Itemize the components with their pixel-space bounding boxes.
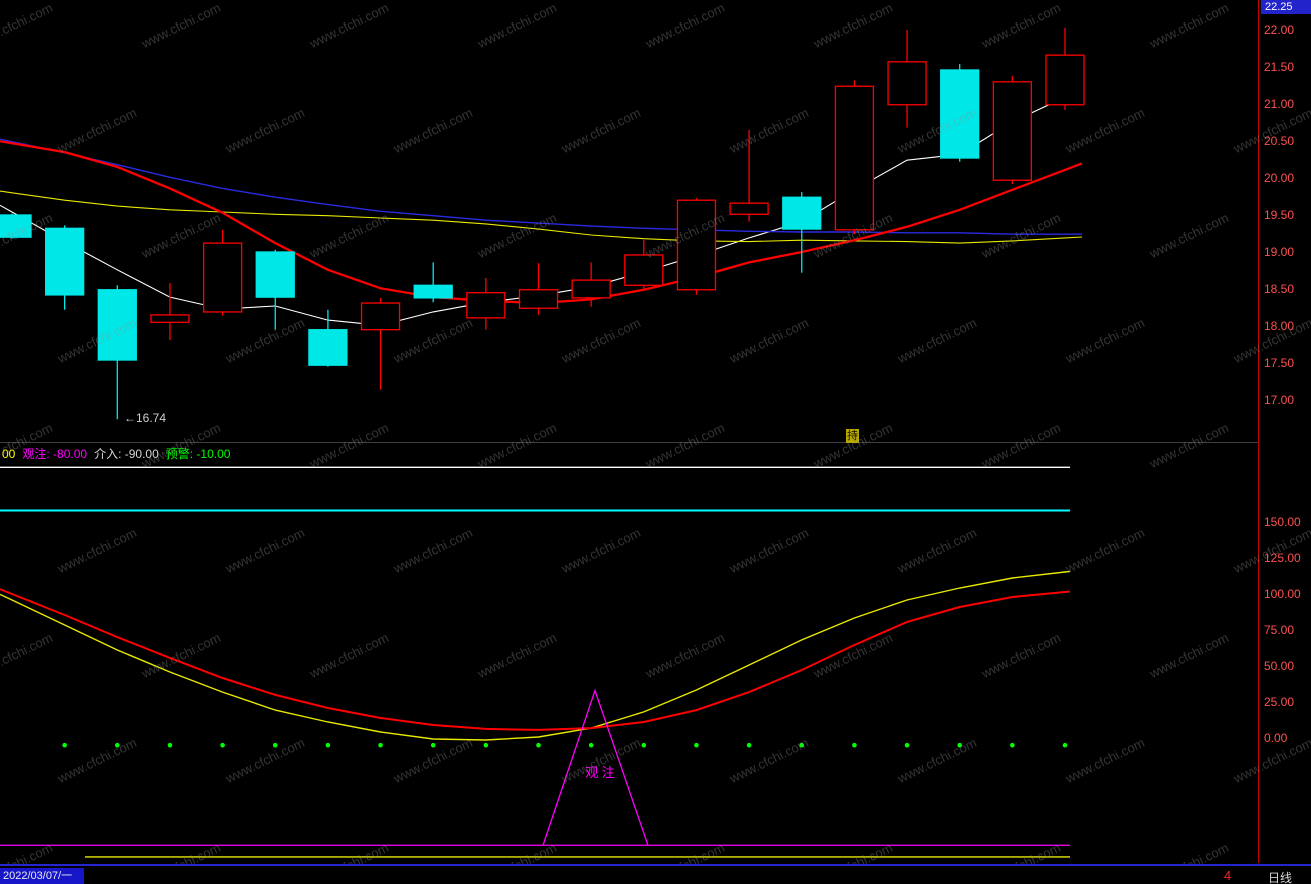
indicator-tick: 50.00	[1264, 659, 1295, 673]
candle-body	[97, 289, 137, 361]
signal-dot	[272, 742, 278, 748]
candle-body	[729, 202, 769, 215]
signal-dot	[1062, 742, 1068, 748]
candle-body	[992, 81, 1032, 181]
signal-spike	[542, 688, 649, 846]
candle-body	[413, 284, 453, 299]
signal-dot	[904, 742, 910, 748]
axis-border-line	[1258, 0, 1259, 863]
date-label: 2022/03/07/一	[0, 868, 84, 884]
candle-body	[202, 242, 243, 313]
indicator-tick: 75.00	[1264, 623, 1295, 637]
price-tick: 17.50	[1264, 356, 1295, 370]
price-tick: 19.50	[1264, 208, 1295, 222]
params-item-2: 预警: -10.00	[165, 447, 231, 461]
indicator-tick: 150.00	[1264, 515, 1301, 529]
price-tick: 21.50	[1264, 60, 1295, 74]
indicator-tick: 125.00	[1264, 551, 1301, 565]
params-item-1: 介入: -90.00	[94, 447, 159, 461]
status-bar: 2022/03/07/一 4 日线	[0, 864, 1311, 884]
indicator-line-red	[0, 588, 1071, 731]
signal-dot	[588, 742, 594, 748]
price-tick: 19.00	[1264, 245, 1295, 259]
signal-dot	[430, 742, 436, 748]
price-tick: 20.00	[1264, 171, 1295, 185]
candle-body	[360, 302, 401, 331]
candle-body	[782, 196, 822, 230]
candle-body	[676, 199, 717, 291]
signal-dot	[641, 742, 647, 748]
price-tick: 18.50	[1264, 282, 1295, 296]
indicator-tick: 25.00	[1264, 695, 1295, 709]
panel-divider	[0, 442, 1258, 443]
signal-dot	[62, 742, 67, 748]
signal-dot	[746, 742, 752, 748]
price-tick: 22.00	[1264, 23, 1295, 37]
signal-marker: 持	[846, 429, 859, 443]
price-tick: 21.00	[1264, 97, 1295, 111]
candle-body	[150, 314, 190, 323]
count-label: 4	[1224, 868, 1232, 883]
params-item-0: 观注: -80.00	[22, 447, 88, 461]
indicator-line-yellow	[0, 570, 1071, 741]
signal-label: 观 注	[585, 765, 615, 780]
last-price-badge: 22.25	[1261, 0, 1311, 14]
candle-body	[1045, 54, 1085, 106]
ma-line-red	[0, 140, 1083, 305]
low-price-annotation: ←16.74	[124, 411, 167, 425]
signal-dot	[1010, 742, 1015, 748]
signal-dot	[536, 742, 541, 748]
ma-line-blue	[0, 138, 1082, 235]
signal-dot	[378, 742, 383, 748]
signal-dot	[483, 742, 489, 748]
signal-dot	[799, 742, 805, 748]
candle-body	[45, 227, 85, 296]
period-selector[interactable]: 日线	[1268, 871, 1293, 884]
ma-line-yellow	[0, 190, 1083, 244]
candle-body	[466, 292, 506, 319]
price-tick: 17.00	[1264, 393, 1295, 407]
signal-dot	[694, 742, 699, 748]
candle-body	[571, 279, 611, 299]
price-tick: 18.00	[1264, 319, 1295, 333]
signal-dot	[115, 742, 120, 748]
indicator-tick: 0.00	[1264, 731, 1288, 745]
candle-body	[255, 251, 295, 298]
candle-body	[624, 254, 664, 286]
price-tick: 20.50	[1264, 134, 1295, 148]
candle-body	[518, 289, 559, 309]
signal-dot	[220, 742, 225, 748]
indicator-tick: 100.00	[1264, 587, 1301, 601]
params-prefix: 00	[2, 447, 16, 461]
indicator-params-row: 00 观注: -80.00 介入: -90.00 预警: -10.00	[2, 447, 237, 461]
candle-body	[887, 61, 927, 106]
signal-dot	[852, 742, 857, 748]
candle-body	[0, 214, 32, 238]
signal-dot	[325, 742, 331, 748]
candle-body	[834, 85, 875, 231]
signal-dot	[167, 742, 173, 748]
signal-dot	[957, 742, 962, 748]
candle-body	[308, 329, 348, 366]
candle-body	[940, 69, 980, 159]
